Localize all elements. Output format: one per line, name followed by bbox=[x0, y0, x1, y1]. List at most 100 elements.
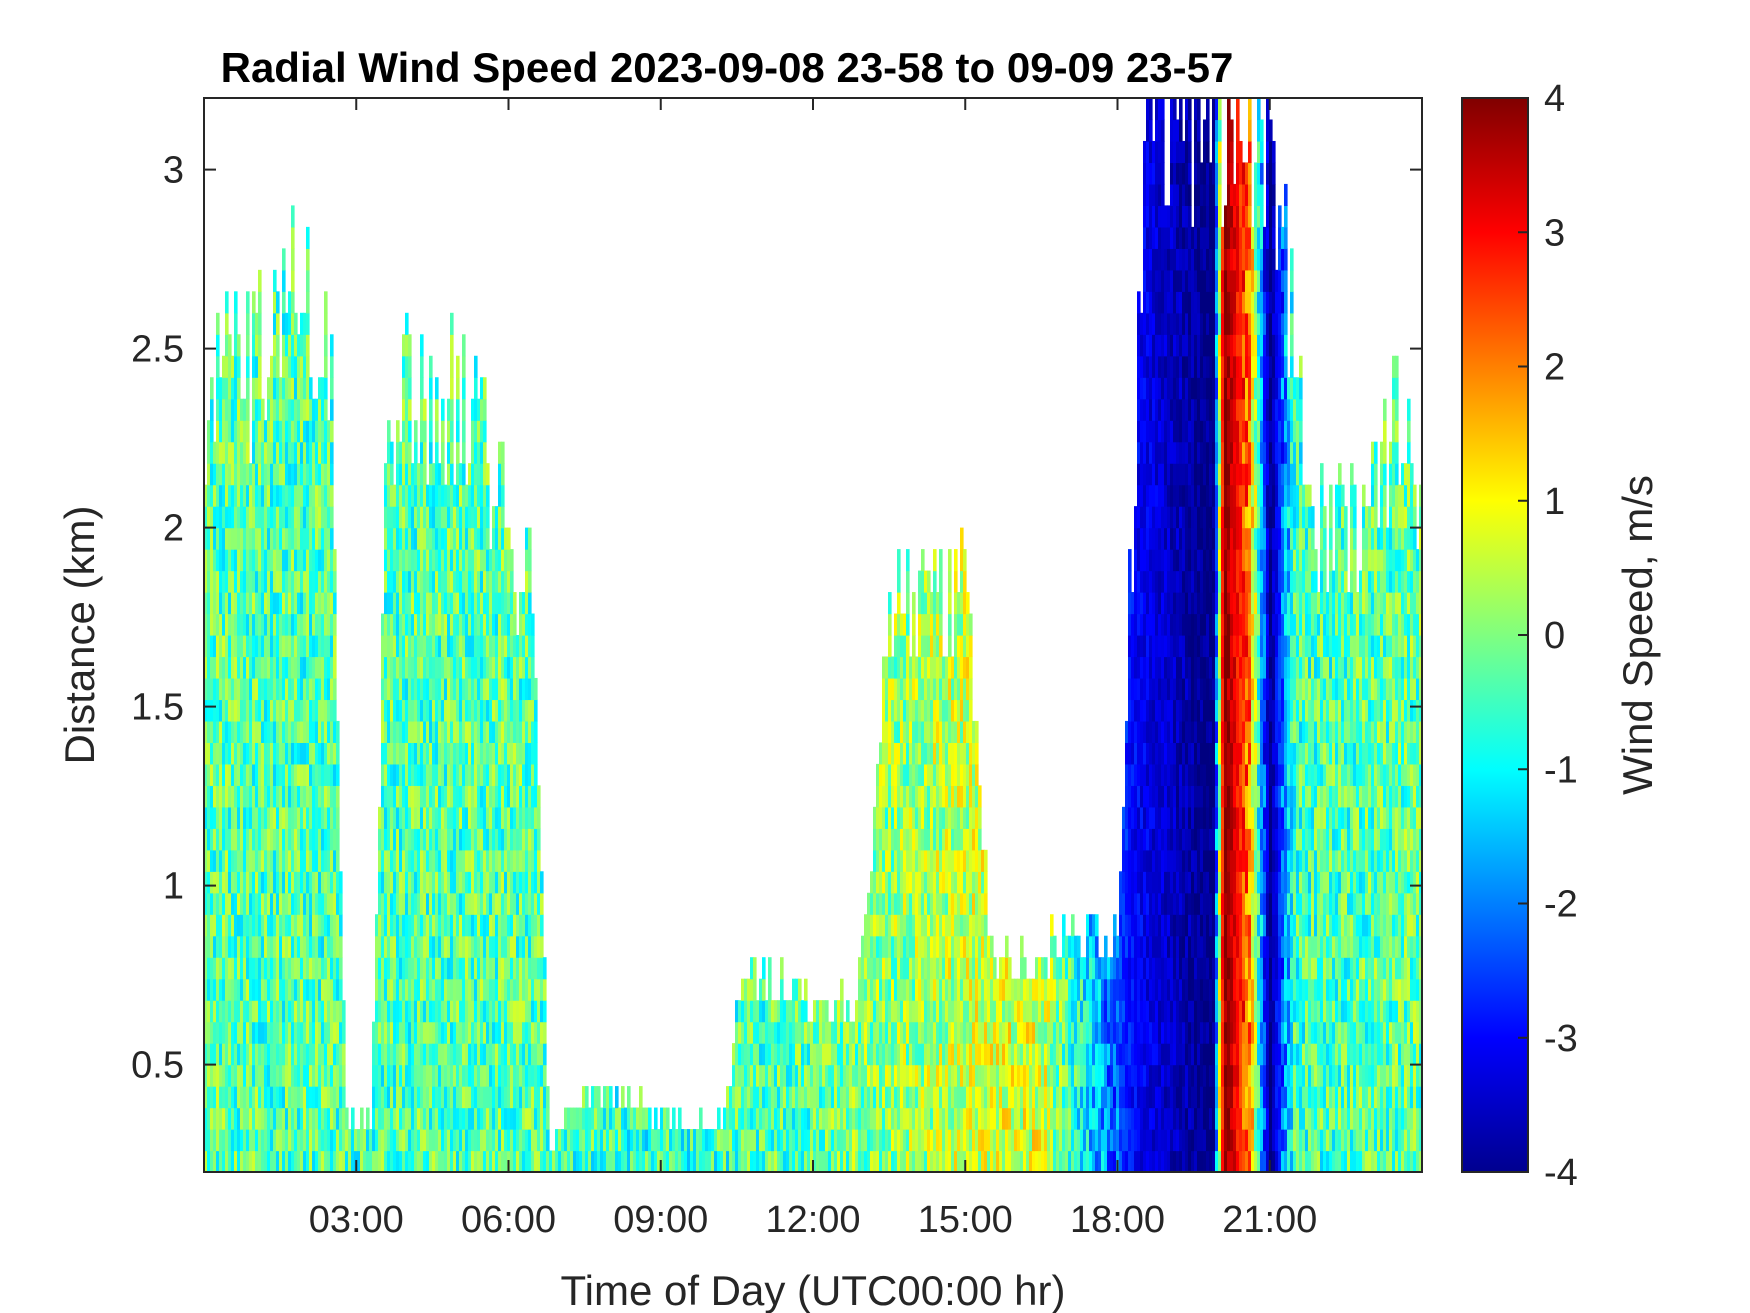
heatmap-cell bbox=[303, 699, 307, 722]
heatmap-cell bbox=[909, 1021, 913, 1044]
heatmap-cell bbox=[585, 1107, 589, 1130]
heatmap-cell bbox=[390, 613, 394, 636]
heatmap-cell bbox=[951, 957, 955, 980]
heatmap-cell bbox=[501, 570, 505, 593]
heatmap-cell bbox=[495, 914, 499, 937]
heatmap-cell bbox=[291, 806, 295, 829]
heatmap-cell bbox=[510, 957, 514, 980]
heatmap-cell bbox=[294, 1150, 298, 1173]
heatmap-cell bbox=[282, 1129, 286, 1152]
heatmap-cell bbox=[207, 785, 211, 808]
heatmap-cell bbox=[393, 1021, 397, 1044]
heatmap-cell bbox=[252, 742, 256, 765]
heatmap-cell bbox=[870, 957, 874, 980]
heatmap-cell bbox=[279, 1129, 283, 1152]
heatmap-cell bbox=[297, 592, 301, 615]
heatmap-cell bbox=[393, 1150, 397, 1173]
heatmap-cell bbox=[939, 720, 943, 743]
heatmap-cell bbox=[786, 1064, 790, 1087]
heatmap-cell bbox=[240, 957, 244, 980]
heatmap-cell bbox=[294, 463, 298, 486]
heatmap-cell bbox=[387, 699, 391, 722]
heatmap-cell bbox=[951, 1043, 955, 1066]
heatmap-cell bbox=[462, 763, 466, 786]
heatmap-cell bbox=[759, 978, 763, 1001]
heatmap-cell bbox=[414, 1107, 418, 1130]
heatmap-cell bbox=[387, 871, 391, 894]
heatmap-cell bbox=[267, 592, 271, 615]
heatmap-cell bbox=[927, 763, 931, 786]
heatmap-cell bbox=[444, 635, 448, 658]
heatmap-cell bbox=[519, 806, 523, 829]
heatmap-cell bbox=[240, 1000, 244, 1023]
heatmap-cell bbox=[765, 1000, 769, 1023]
heatmap-cell bbox=[228, 398, 232, 421]
heatmap-cell bbox=[237, 720, 241, 743]
heatmap-cell bbox=[432, 978, 436, 1001]
heatmap-cell bbox=[339, 871, 343, 894]
heatmap-cell bbox=[234, 763, 238, 786]
heatmap-cell bbox=[405, 1000, 409, 1023]
heatmap-cell bbox=[306, 441, 310, 464]
heatmap-cell bbox=[222, 1086, 226, 1109]
heatmap-cell bbox=[243, 892, 247, 915]
heatmap-cell bbox=[408, 699, 412, 722]
heatmap-cell bbox=[219, 849, 223, 872]
heatmap-cell bbox=[501, 914, 505, 937]
heatmap-cell bbox=[408, 527, 412, 550]
heatmap-cell bbox=[438, 570, 442, 593]
heatmap-cell bbox=[729, 1107, 733, 1130]
heatmap-cell bbox=[255, 785, 259, 808]
heatmap-cell bbox=[264, 527, 268, 550]
heatmap-cell bbox=[870, 1000, 874, 1023]
heatmap-cell bbox=[240, 720, 244, 743]
heatmap-cell bbox=[531, 656, 535, 679]
heatmap-cell bbox=[936, 656, 940, 679]
heatmap-cell bbox=[909, 1000, 913, 1023]
heatmap-cell bbox=[759, 1000, 763, 1023]
heatmap-cell bbox=[249, 892, 253, 915]
heatmap-cell bbox=[276, 377, 280, 400]
heatmap-cell bbox=[486, 527, 490, 550]
heatmap-cell bbox=[531, 720, 535, 743]
heatmap-cell bbox=[915, 1129, 919, 1152]
heatmap-cell bbox=[237, 742, 241, 765]
heatmap-cell bbox=[924, 592, 928, 615]
heatmap-cell bbox=[507, 1107, 511, 1130]
heatmap-cell bbox=[459, 849, 463, 872]
heatmap-cell bbox=[525, 549, 529, 572]
heatmap-cell bbox=[936, 742, 940, 765]
heatmap-cell bbox=[513, 742, 517, 765]
heatmap-cell bbox=[213, 1064, 217, 1087]
heatmap-cell bbox=[336, 892, 340, 915]
heatmap-cell bbox=[786, 1043, 790, 1066]
heatmap-cell bbox=[402, 1107, 406, 1130]
heatmap-cell bbox=[381, 613, 385, 636]
heatmap-cell bbox=[261, 1150, 265, 1173]
heatmap-cell bbox=[237, 527, 241, 550]
heatmap-cell bbox=[486, 570, 490, 593]
heatmap-cell bbox=[456, 1064, 460, 1087]
heatmap-cell bbox=[420, 1021, 424, 1044]
heatmap-cell bbox=[381, 828, 385, 851]
heatmap-cell bbox=[483, 785, 487, 808]
heatmap-cell bbox=[474, 506, 478, 529]
heatmap-cell bbox=[285, 334, 289, 357]
heatmap-cell bbox=[639, 1129, 643, 1152]
heatmap-cell bbox=[408, 334, 412, 357]
heatmap-cell bbox=[507, 806, 511, 829]
heatmap-cell bbox=[468, 1000, 472, 1023]
heatmap-cell bbox=[312, 763, 316, 786]
heatmap-cell bbox=[246, 914, 250, 937]
heatmap-cell bbox=[546, 1086, 550, 1109]
heatmap-cell bbox=[411, 1064, 415, 1087]
heatmap-cell bbox=[813, 1000, 817, 1023]
heatmap-cell bbox=[915, 1000, 919, 1023]
heatmap-cell bbox=[258, 334, 262, 357]
heatmap-cell bbox=[396, 1043, 400, 1066]
heatmap-cell bbox=[876, 1086, 880, 1109]
heatmap-cell bbox=[384, 1021, 388, 1044]
heatmap-cell bbox=[267, 1150, 271, 1173]
heatmap-cell bbox=[330, 1021, 334, 1044]
heatmap-cell bbox=[939, 935, 943, 958]
